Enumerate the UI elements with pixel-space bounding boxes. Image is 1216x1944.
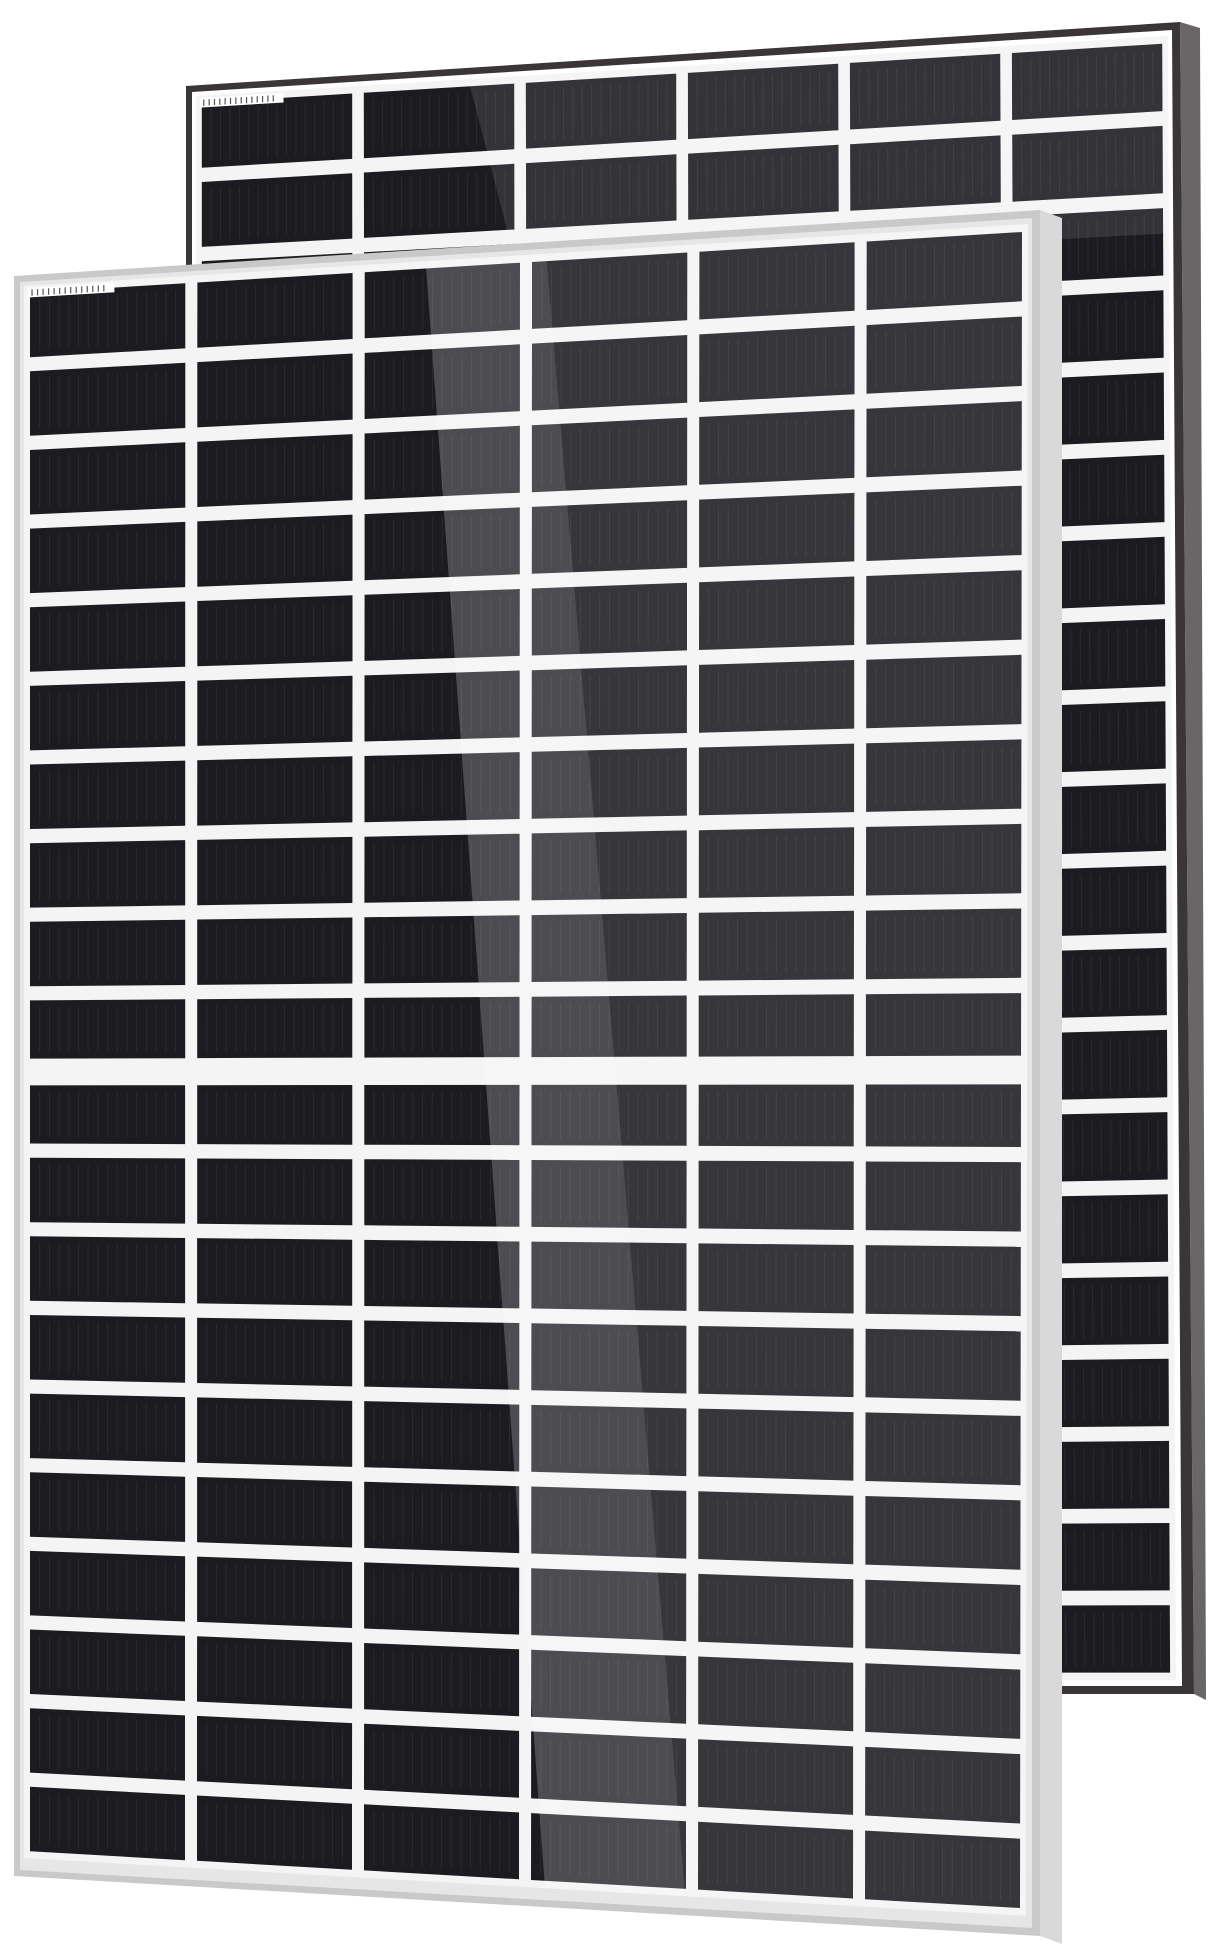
- back-panel-frame-side: [1180, 22, 1206, 1700]
- front-panel-frame-side: [1040, 210, 1062, 1944]
- glare-highlight: [425, 253, 686, 1897]
- glare-soft-region: [546, 224, 1028, 1916]
- back-glare-region: [468, 36, 1169, 269]
- front-panel-cells: [30, 232, 1022, 1908]
